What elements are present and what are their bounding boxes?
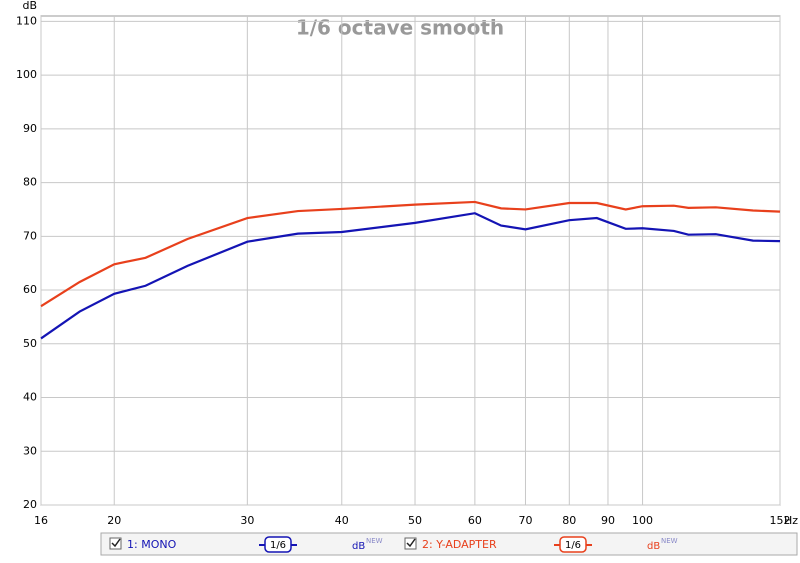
legend-unit-tag: NEW [366,537,383,545]
chart-title: 1/6 octave smooth [296,16,504,40]
smoothing-button[interactable] [559,536,587,553]
y-tick-label: 70 [23,229,37,242]
x-tick-label: 60 [468,514,482,527]
plot-area [40,15,781,506]
y-tick-label: 110 [16,14,37,27]
y-tick-label: 50 [23,337,37,350]
legend-checkbox[interactable] [109,537,122,550]
legend-check [406,538,416,548]
y-tick-label: 30 [23,444,37,457]
smoothing-button[interactable] [264,536,292,553]
smoothing-label: 1/6 [565,540,581,551]
x-tick-label: 100 [632,514,653,527]
legend-checkbox[interactable] [404,537,417,550]
series-line [40,200,781,308]
legend-unit: dB [647,541,660,552]
x-tick-label: 50 [408,514,422,527]
y-tick-label: 90 [23,122,37,135]
x-tick-label: 16 [34,514,48,527]
x-tick-label: 70 [518,514,532,527]
smoothing-label: 1/6 [270,540,286,551]
x-tick-label: 152 [770,514,791,527]
x-unit: Hz [784,514,798,527]
y-unit: dB [22,0,37,12]
x-tick-label: 30 [240,514,254,527]
legend-unit: dB [352,541,365,552]
y-tick-label: 20 [23,498,37,511]
x-tick-label: 20 [107,514,121,527]
y-tick-label: 80 [23,176,37,189]
legend-name: 1: MONO [127,538,177,551]
x-tick-label: 40 [335,514,349,527]
x-tick-label: 80 [562,514,576,527]
legend-check [111,538,121,548]
legend-name: 2: Y-ADAPTER [422,538,497,551]
series-line [40,212,781,340]
y-tick-label: 100 [16,68,37,81]
y-tick-label: 60 [23,283,37,296]
y-tick-label: 40 [23,391,37,404]
legend-unit-tag: NEW [661,537,678,545]
x-tick-label: 90 [601,514,615,527]
